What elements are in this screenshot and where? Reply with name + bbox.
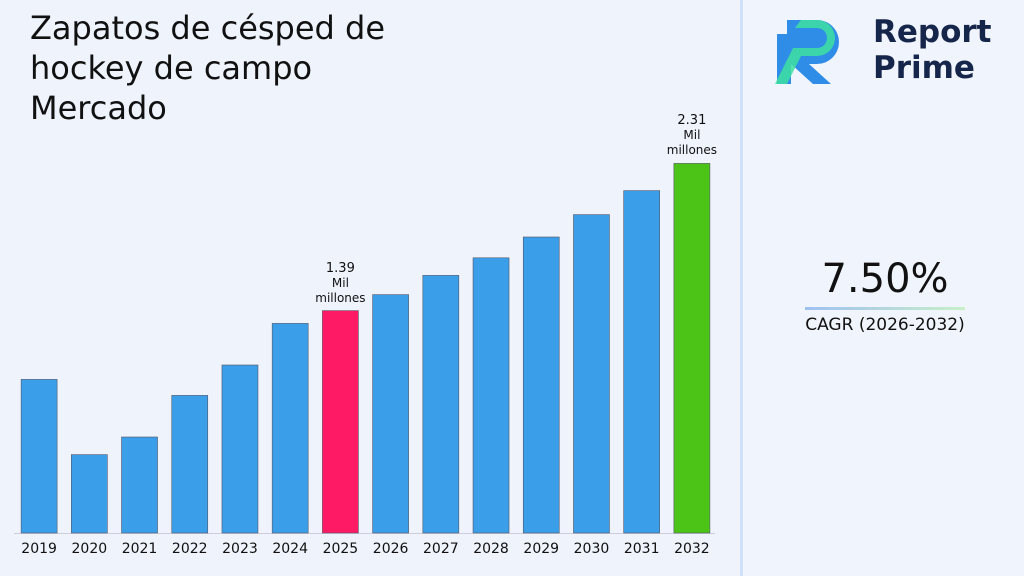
- bar: [372, 294, 409, 534]
- kpi-underline: [805, 307, 965, 310]
- x-tick-label: 2032: [674, 541, 710, 557]
- x-tick-label: 2021: [122, 541, 158, 557]
- bar: [171, 395, 209, 534]
- bar: [522, 236, 560, 534]
- bar: [472, 257, 510, 534]
- brand-line: Report: [873, 14, 992, 50]
- bar: [422, 275, 460, 534]
- bar: [573, 214, 610, 534]
- side-panel: Report Prime 7.50% CAGR (2026-2032): [740, 0, 1024, 576]
- x-tick-label: 2023: [222, 541, 258, 557]
- x-tick-label: 2020: [72, 541, 108, 557]
- chart: 2019 2020 2021 2022 2023 2024 2025 2026 2027 2028…: [14, 163, 715, 557]
- bar: [221, 364, 259, 534]
- x-tick-label: 2031: [624, 541, 660, 557]
- data-label-value: 1.39: [325, 260, 355, 276]
- bar: [71, 454, 108, 534]
- x-tick-label: 2029: [523, 541, 559, 557]
- x-tick-label: 2028: [473, 541, 509, 557]
- bar: [121, 436, 158, 534]
- data-label-unit: Mil millones: [666, 128, 718, 158]
- bar: [673, 163, 711, 534]
- logo-icon: [775, 20, 839, 84]
- data-label-unit: Mil millones: [315, 275, 366, 305]
- data-label: 1.39 Mil millones: [308, 261, 372, 306]
- data-label: 2.31 Mil millones: [660, 113, 724, 158]
- data-label-value: 2.31: [677, 113, 707, 129]
- bar: [271, 323, 309, 534]
- x-tick-label: 2030: [574, 541, 610, 557]
- chart-title: Zapatos de césped de hockey de campo Mer…: [30, 9, 386, 127]
- x-tick-label: 2026: [373, 541, 409, 557]
- bar: [20, 379, 58, 534]
- x-tick-label: 2019: [21, 541, 57, 557]
- kpi-label: CAGR (2026-2032): [805, 315, 965, 335]
- x-tick-label: 2027: [423, 541, 459, 557]
- bar: [322, 310, 359, 534]
- x-tick-label: 2025: [323, 541, 359, 557]
- brand: Report Prime: [873, 14, 992, 86]
- brand-line: Prime: [873, 50, 975, 86]
- x-tick-label: 2022: [172, 541, 208, 557]
- x-tick-label: 2024: [272, 541, 308, 557]
- kpi-value: 7.50%: [821, 256, 949, 302]
- bar: [623, 190, 660, 534]
